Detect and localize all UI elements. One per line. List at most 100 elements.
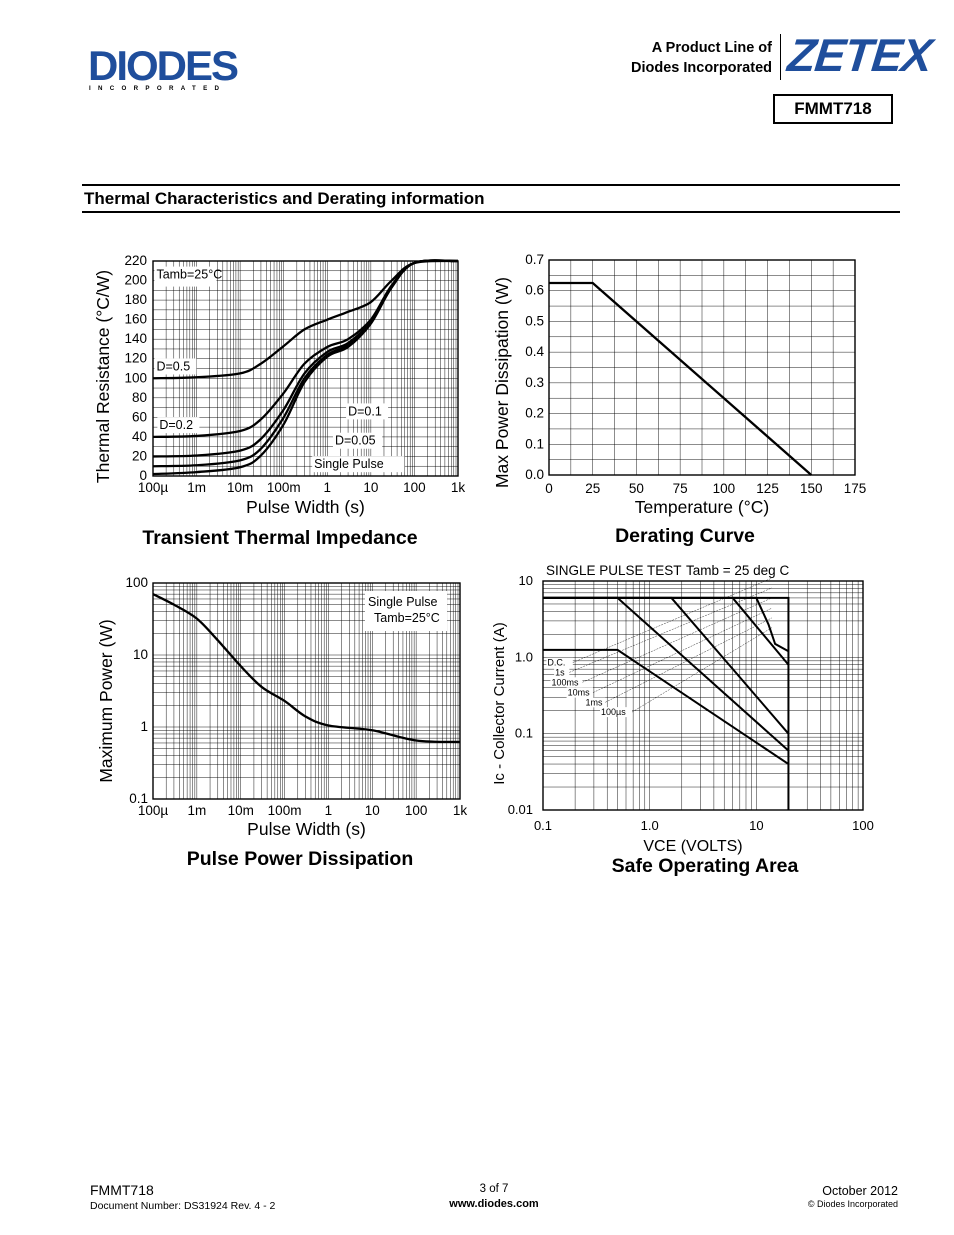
x-tick-label: 125 — [756, 481, 779, 496]
derating-frame — [548, 259, 856, 476]
soa-label-leader — [631, 627, 773, 713]
soa-series-label: D.C. — [547, 658, 565, 668]
annotation-bg — [365, 591, 447, 631]
y-axis-label: Thermal Resistance (°C/W) — [93, 270, 113, 483]
series-label: Single Pulse — [314, 457, 384, 471]
soa-title-temp: Tamb = 25 deg C — [686, 563, 789, 578]
section-title: Thermal Characteristics and Derating inf… — [84, 189, 485, 208]
x-tick-label: 10 — [749, 818, 763, 833]
x-tick-label: 150 — [800, 481, 823, 496]
pulse-grid — [152, 583, 460, 800]
series-label: D=0.5 — [156, 359, 190, 373]
series-label: D=0.2 — [159, 418, 193, 432]
y-tick-label: 220 — [124, 253, 147, 268]
soa-label-leader — [605, 617, 773, 703]
annotation-bg — [154, 266, 217, 287]
footer-date: October 2012 — [822, 1184, 898, 1198]
transient-thermal-impedance-chart: 100µ 1m 10m 100m 1 10 100 1k 0 20 40 60 80 100 120 140 1… — [93, 253, 466, 517]
pulse-power-line — [152, 593, 461, 744]
part-number-box: FMMT718 — [773, 94, 893, 124]
header-divider — [780, 34, 781, 80]
footer-website[interactable]: www.diodes.com — [449, 1198, 539, 1210]
x-tick-label: 100 — [713, 481, 736, 496]
chart-caption-soa: Safe Operating Area — [611, 855, 799, 877]
x-tick-label: 1k — [451, 480, 466, 495]
y-axis-label: Ic - Collector Current (A) — [491, 622, 508, 785]
x-tick-label: 1.0 — [641, 818, 659, 833]
y-axis-label: Max Power Dissipation (W) — [492, 277, 512, 488]
x-tick-label: 10 — [365, 803, 380, 818]
x-tick-label: 100m — [268, 803, 302, 818]
annotation-tamb: Tamb=25°C — [374, 611, 440, 625]
x-axis-label: Temperature (°C) — [635, 497, 769, 517]
footer-doc-number: Document Number: DS31924 Rev. 4 - 2 — [90, 1200, 276, 1212]
derating-curve-chart: 0 25 50 75 100 125 150 175 0.0 0.1 0.2 0.3 0.4 0.5 0.6… — [492, 252, 867, 517]
y-tick-label: 200 — [124, 273, 147, 288]
soa-series-label: 10ms — [568, 688, 591, 698]
product-line: A Product Line of Diodes Incorporated — [560, 38, 772, 78]
soa-label-leader — [572, 577, 772, 663]
series-label-bg — [157, 417, 200, 434]
y-tick-label: 60 — [132, 409, 147, 424]
series-label-bg — [346, 403, 389, 420]
thermal-grid — [152, 260, 458, 477]
series-label: D=0.1 — [348, 404, 382, 418]
x-axis-label: Pulse Width (s) — [246, 497, 365, 517]
y-tick-label: 120 — [124, 351, 147, 366]
footer-page: 3 of 7 — [479, 1183, 509, 1195]
y-tick-label: 20 — [132, 448, 147, 463]
zetex-logo: ZETEX — [785, 29, 934, 81]
y-tick-label: 0 — [139, 468, 147, 483]
pulse-power-dissipation-chart: 100µ 1m 10m 100m 1 10 100 1k 0.1 1 10 100 Pulse Widt… — [96, 575, 468, 839]
soa-series-label: 1s — [555, 667, 565, 677]
series-line-4 — [152, 259, 459, 476]
soa-series-label: 1ms — [585, 697, 603, 707]
x-tick-label: 0.1 — [534, 818, 552, 833]
x-tick-label: 175 — [844, 481, 867, 496]
x-tick-label: 100 — [403, 480, 426, 495]
y-tick-label: 0.4 — [525, 344, 544, 359]
y-tick-label: 0.5 — [525, 313, 544, 328]
soa-series-label: 100ms — [551, 677, 579, 687]
section-rule-bottom — [82, 211, 900, 213]
y-tick-label: 40 — [132, 429, 147, 444]
x-axis-label: Pulse Width (s) — [247, 819, 366, 839]
footer-part: FMMT718 — [90, 1182, 154, 1198]
x-tick-label: 1m — [187, 803, 206, 818]
y-tick-label: 1 — [140, 719, 148, 734]
x-tick-label: 1 — [324, 480, 332, 495]
x-tick-label: 1k — [453, 803, 468, 818]
annotation-tamb: Tamb=25°C — [156, 268, 222, 282]
soa-label-leader — [582, 597, 773, 683]
y-tick-label: 0.0 — [525, 467, 544, 482]
soa-label-bg — [566, 687, 593, 698]
y-tick-label: 100 — [125, 575, 148, 590]
x-tick-label: 100µ — [138, 480, 169, 495]
diodes-logo: DIODES INCORPORATED — [88, 44, 240, 92]
soa-label-bg — [554, 667, 570, 678]
chart-caption-pulse-power: Pulse Power Dissipation — [186, 848, 414, 870]
pulse-frame — [152, 582, 461, 800]
x-tick-label: 25 — [585, 481, 600, 496]
y-tick-label: 0.01 — [508, 802, 533, 817]
x-tick-label: 100m — [267, 480, 301, 495]
soa-label-bg — [584, 697, 606, 708]
y-tick-label: 160 — [124, 312, 147, 327]
series-label-bg — [312, 456, 405, 473]
y-tick-label: 140 — [124, 331, 147, 346]
section-rule-top — [82, 184, 900, 186]
x-tick-label: 0 — [545, 481, 553, 496]
y-tick-label: 0.1 — [515, 726, 533, 741]
soa-line-0 — [543, 648, 789, 765]
product-line-2: Diodes Incorporated — [631, 60, 772, 76]
series-label-bg — [154, 358, 197, 375]
soa-label-bg — [550, 677, 583, 688]
y-tick-label: 80 — [132, 390, 147, 405]
y-tick-label: 10 — [519, 573, 533, 588]
x-tick-label: 100 — [405, 803, 428, 818]
derating-line — [549, 281, 813, 476]
y-tick-label: 100 — [124, 370, 147, 385]
soa-title: SINGLE PULSE TEST — [546, 563, 682, 578]
y-axis-label: Maximum Power (W) — [96, 619, 116, 782]
